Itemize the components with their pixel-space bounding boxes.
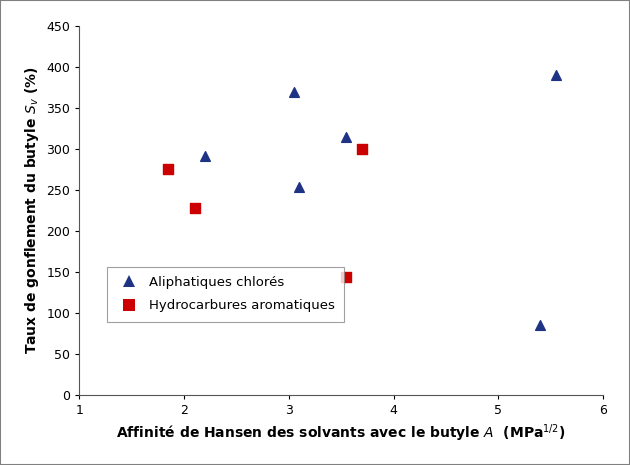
Point [200, 152, 210, 159]
Point [536, 321, 546, 329]
Point [190, 204, 200, 212]
Point [289, 88, 299, 95]
Point [163, 166, 173, 173]
Point [341, 274, 352, 281]
Point [341, 133, 352, 140]
Point [551, 72, 561, 79]
Y-axis label: Taux de gonflement du butyle $S_v$ (%): Taux de gonflement du butyle $S_v$ (%) [23, 66, 41, 354]
Point [357, 146, 367, 153]
Legend: Aliphatiques chlorés, Hydrocarbures aromatiques: Aliphatiques chlorés, Hydrocarbures arom… [107, 266, 345, 322]
Point [294, 184, 304, 191]
X-axis label: Affinité de Hansen des solvants avec le butyle $\mathit{A}$  (MPa$^{1/2}$): Affinité de Hansen des solvants avec le … [117, 422, 566, 444]
